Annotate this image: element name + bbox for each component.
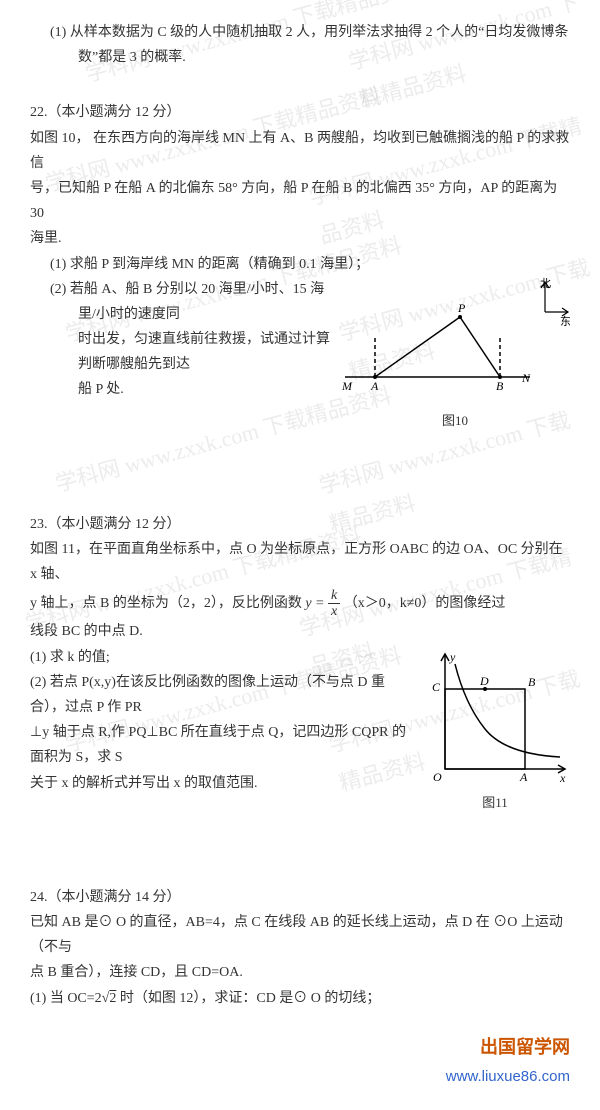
q22-sub1-label: (1) bbox=[50, 257, 66, 272]
compass-east: 东 bbox=[560, 315, 570, 328]
q22-intro1: 如图 10， 在东西方向的海岸线 MN 上有 A、B 两艘船，均收到已触礁搁浅的… bbox=[30, 126, 570, 176]
q23-intro3: 线段 BC 的中点 D. bbox=[30, 619, 570, 644]
q23-sub2-l3: 关于 x 的解析式并写出 x 的取值范围. bbox=[30, 776, 258, 791]
q24-sub1a: (1) 当 OC=2 bbox=[30, 991, 102, 1006]
lbl-B: B bbox=[496, 379, 504, 393]
q24-intro1: 已知 AB 是⊙ O 的直径，AB=4，点 C 在线段 AB 的延长线上运动，点… bbox=[30, 910, 570, 960]
q23-sub2-l1: 若点 P(x,y)在该反比例函数的图像上运动（不与点 D 重合），过点 P 作 … bbox=[30, 675, 385, 715]
q21-sub1-label: (1) bbox=[50, 25, 66, 40]
q22-sub2-l2: 时出发，匀速直线前往救援，试通过计算判断哪艘船先到达 bbox=[78, 332, 330, 372]
lbl-B2: B bbox=[528, 675, 536, 689]
frac-den: x bbox=[328, 604, 340, 619]
q22-intro3: 海里. bbox=[30, 226, 570, 251]
q24-head: 24.（本小题满分 14 分） bbox=[30, 885, 570, 910]
q24-intro2: 点 B 重合），连接 CD，且 CD=OA. bbox=[30, 960, 570, 985]
q23-sub1-text: 求 k 的值; bbox=[50, 650, 110, 665]
q23-head: 23.（本小题满分 12 分） bbox=[30, 512, 570, 537]
footer: 出国留学网 www.liuxue86.com bbox=[30, 1031, 570, 1090]
compass-north: 北 bbox=[540, 277, 551, 290]
footer-brand: 出国留学网 bbox=[480, 1037, 570, 1057]
q22-diagram: 北 东 M A P B N 图10 bbox=[340, 277, 570, 432]
q23-sub1-label: (1) bbox=[30, 650, 46, 665]
q22-caption: 图10 bbox=[340, 409, 570, 432]
q22-sub1-text: 求船 P 到海岸线 MN 的距离（精确到 0.1 海里）； bbox=[70, 257, 369, 272]
frac-num: k bbox=[328, 588, 340, 604]
footer-url[interactable]: www.liuxue86.com bbox=[446, 1068, 570, 1085]
lbl-P: P bbox=[457, 301, 466, 315]
lbl-M: M bbox=[341, 379, 353, 393]
eq-y: y = bbox=[305, 596, 324, 611]
q23-sub2-label: (2) bbox=[30, 675, 46, 690]
lbl-A2: A bbox=[519, 770, 528, 784]
q22-sub2-label: (2) bbox=[50, 282, 66, 297]
lbl-O: O bbox=[433, 770, 442, 784]
q24-sub1b: 时（如图 12），求证：CD 是⊙ O 的切线； bbox=[116, 991, 380, 1006]
q23-diagram: O A B C D x y 图11 bbox=[420, 649, 570, 814]
q22-sub2-l1: 若船 A、船 B 分别以 20 海里/小时、15 海里/小时的速度同 bbox=[70, 282, 324, 322]
q22-sub2-l3: 船 P 处. bbox=[78, 382, 124, 397]
fraction-kx: k x bbox=[328, 588, 340, 620]
q23-intro1: 如图 11，在平面直角坐标系中，点 O 为坐标原点，正方形 OABC 的边 OA… bbox=[30, 537, 570, 587]
q21-sub1-text: 从样本数据为 C 级的人中随机抽取 2 人，用列举法求抽得 2 个人的“日均发微… bbox=[70, 25, 569, 65]
q23-caption: 图11 bbox=[420, 791, 570, 814]
lbl-A: A bbox=[370, 379, 379, 393]
lbl-N: N bbox=[521, 371, 531, 385]
q22-intro2: 号，已知船 P 在船 A 的北偏东 58° 方向，船 P 在船 B 的北偏西 3… bbox=[30, 176, 570, 226]
q23-intro2b: （x＞0，k≠0）的图像经过 bbox=[344, 596, 506, 611]
lbl-D2: D bbox=[479, 674, 489, 688]
lbl-y: y bbox=[449, 650, 456, 664]
q22-head: 22.（本小题满分 12 分） bbox=[30, 100, 570, 125]
q23-intro2a: y 轴上，点 B 的坐标为（2，2），反比例函数 bbox=[30, 596, 305, 611]
lbl-x: x bbox=[559, 771, 566, 785]
q23-sub2-l2: ⊥y 轴于点 R,作 PQ⊥BC 所在直线于点 Q，记四边形 CQPR 的面积为… bbox=[30, 725, 406, 765]
lbl-C2: C bbox=[432, 680, 441, 694]
